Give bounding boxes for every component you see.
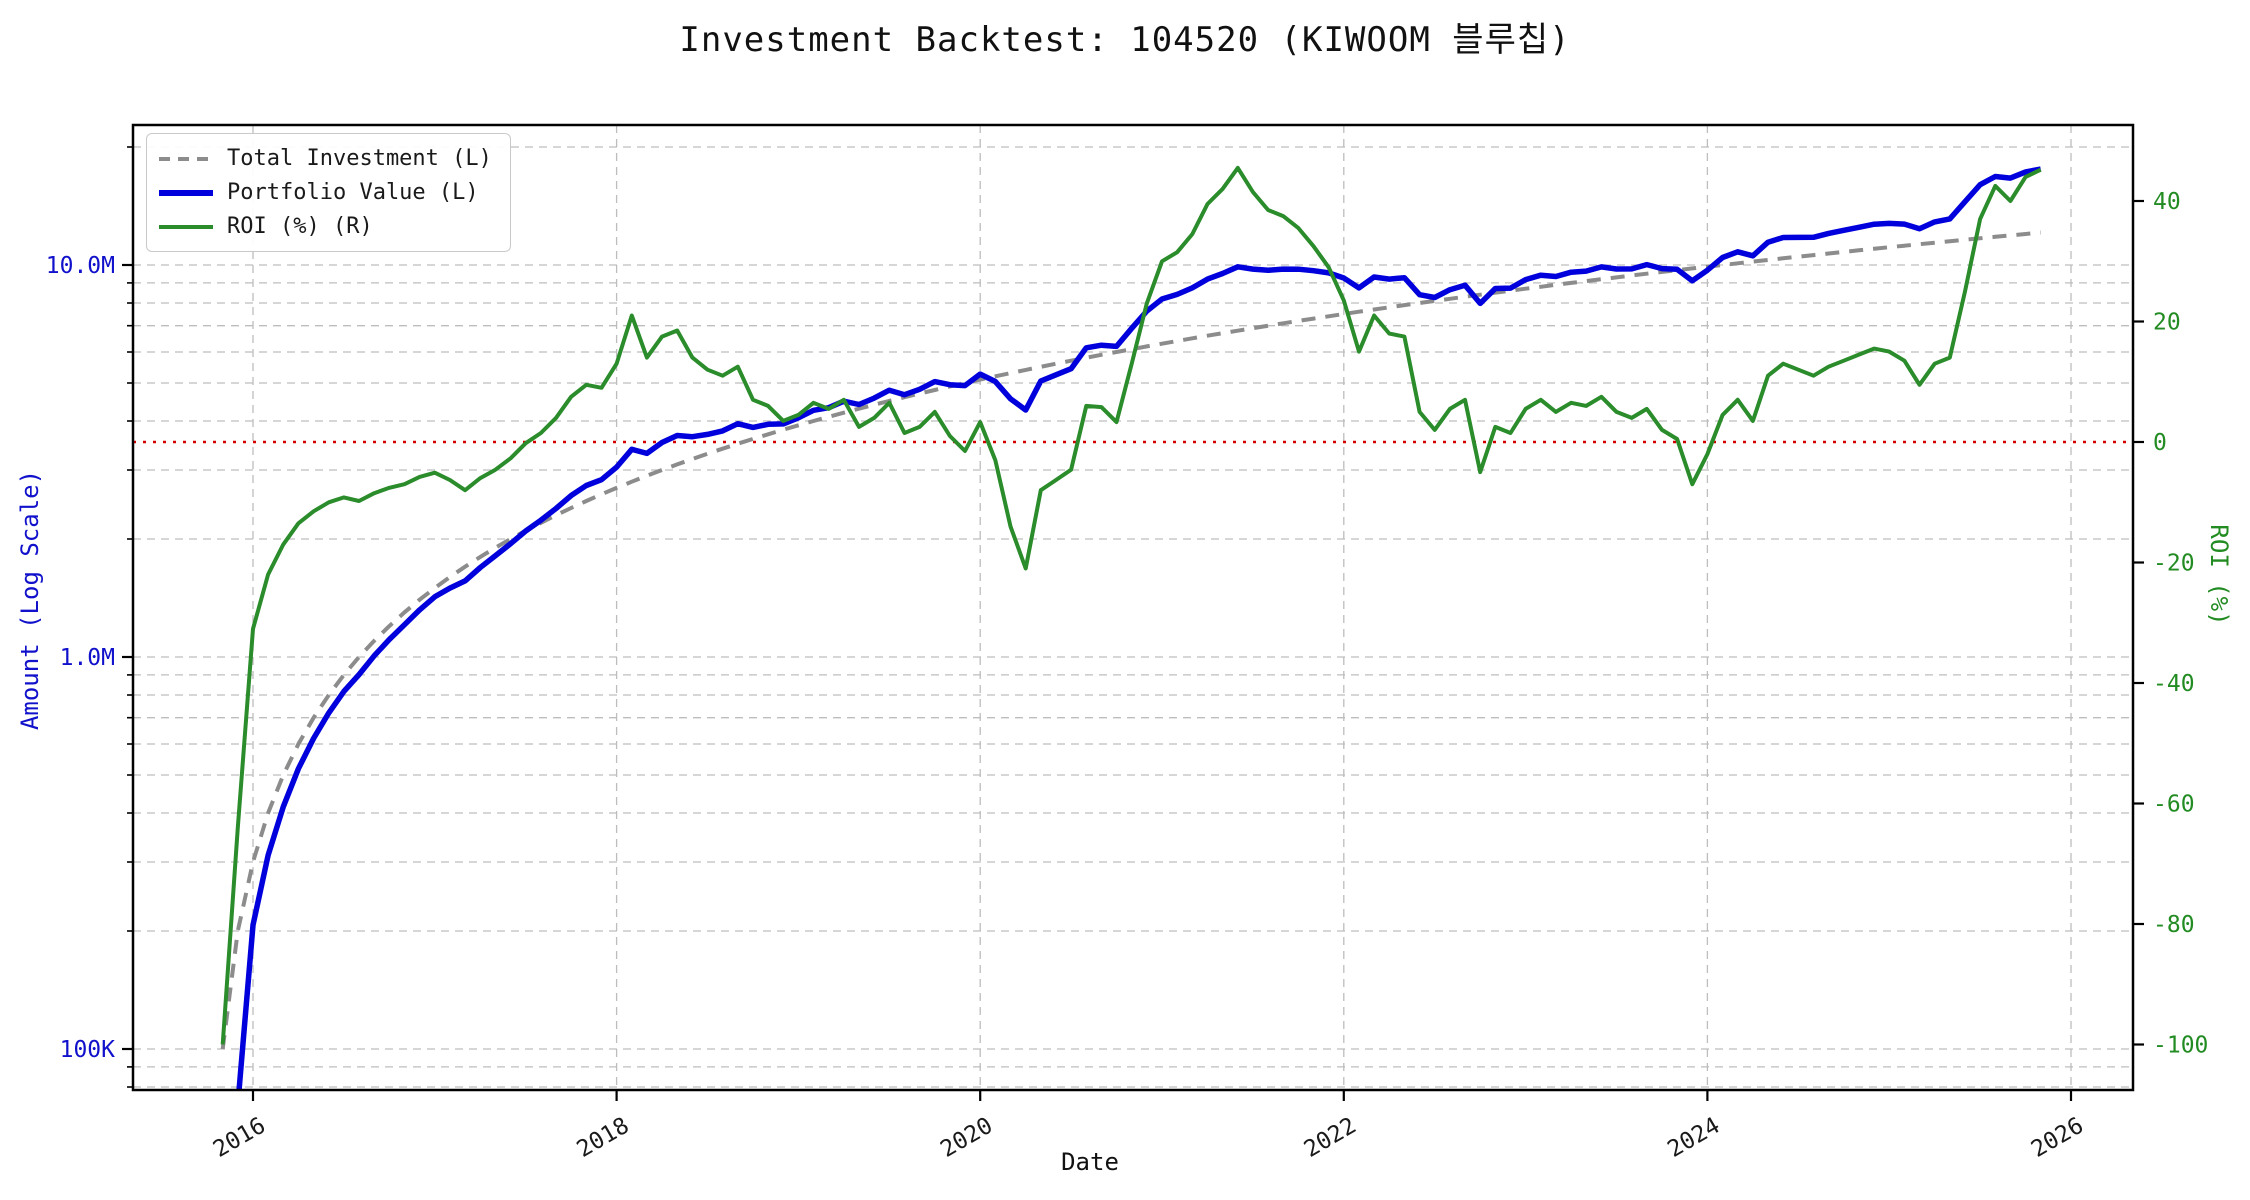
y-right-tick-label: 0 (2153, 430, 2167, 456)
legend-item-roi: ROI (%) (R) (159, 211, 492, 242)
x-tick-label: 2016 (209, 1113, 270, 1163)
y-right-tick-label: -80 (2153, 912, 2195, 938)
legend-label: Total Investment (L) (227, 146, 492, 171)
x-tick-label: 2020 (936, 1113, 997, 1163)
roi-line (220, 165, 2042, 1045)
y-right-tick-label: -40 (2153, 671, 2195, 697)
x-tick-label: 2026 (2027, 1113, 2088, 1163)
x-tick-label: 2018 (573, 1113, 634, 1163)
y-left-tick-label: 10.0M (46, 253, 115, 279)
x-tick-label: 2024 (1663, 1113, 1724, 1163)
legend-item-portfolio-value: Portfolio Value (L) (159, 177, 492, 208)
solid-line-swatch-icon (159, 224, 213, 229)
x-tick-label: 2022 (1300, 1113, 1361, 1163)
legend-label: ROI (%) (R) (227, 214, 373, 239)
y-left-tick-label: 1.0M (60, 645, 115, 671)
legend-label: Portfolio Value (L) (227, 180, 479, 205)
y-axis-left-label: Amount (Log Scale) (16, 469, 44, 731)
x-axis-label: Date (1061, 1148, 1119, 1176)
y-left-tick-label: 100K (60, 1037, 116, 1063)
legend-item-total-investment: Total Investment (L) (159, 143, 492, 174)
dashed-line-swatch-icon (159, 156, 213, 161)
plot-border (131, 123, 2135, 1092)
legend: Total Investment (L) Portfolio Value (L)… (146, 133, 511, 252)
total-investment-line (220, 230, 2041, 1050)
y-right-tick-label: -100 (2153, 1033, 2208, 1059)
y-axis-right-label: ROI (%) (2205, 524, 2233, 626)
solid-line-swatch-icon (159, 189, 213, 196)
y-right-tick-label: 40 (2153, 189, 2181, 215)
series-group (220, 165, 2042, 1090)
y-right-tick-label: -60 (2153, 792, 2195, 818)
y-right-tick-label: 20 (2153, 310, 2181, 336)
chart-title: Investment Backtest: 104520 (KIWOOM 블루칩) (679, 20, 1571, 60)
y-right-tick-label: -20 (2153, 551, 2195, 577)
portfolio-value-line (236, 166, 2042, 1090)
